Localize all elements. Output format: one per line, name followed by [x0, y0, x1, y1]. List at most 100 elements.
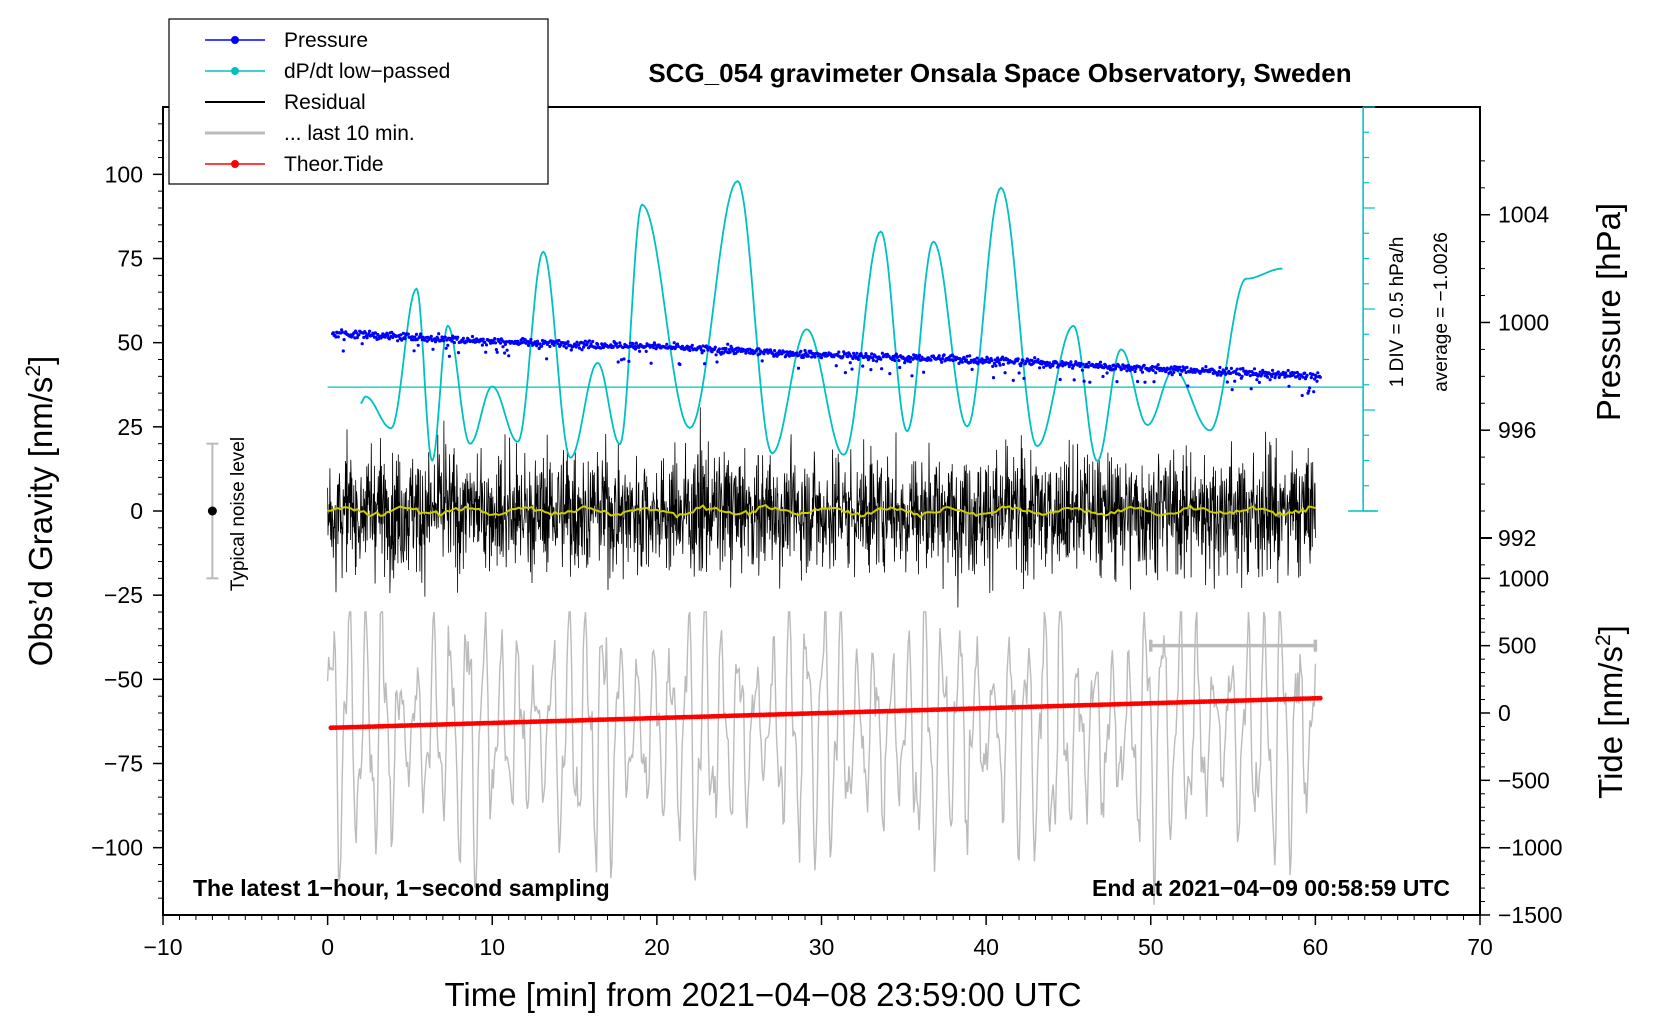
- pressure-point: [897, 358, 901, 363]
- pressure-point: [735, 349, 740, 354]
- pressure-point: [1314, 375, 1318, 379]
- pressure-point: [484, 350, 488, 354]
- legend-marker-dpdt: [231, 67, 239, 75]
- y-axis-label-pressure: Pressure [hPa]: [1590, 203, 1627, 421]
- pressure-point: [1058, 377, 1062, 382]
- pressure-point: [1248, 374, 1252, 378]
- pressure-point: [545, 357, 549, 361]
- pressure-point: [940, 360, 944, 364]
- pressure-point: [386, 333, 390, 337]
- pressure-point: [643, 345, 648, 349]
- pressure-point: [1225, 380, 1229, 384]
- pressure-point: [446, 343, 450, 347]
- pressure-point: [1080, 368, 1084, 372]
- pressure-point: [614, 342, 619, 346]
- pressure-point: [1181, 365, 1185, 369]
- pressure-point: [848, 361, 852, 365]
- pressure-point: [431, 347, 435, 351]
- pressure-point: [903, 361, 907, 365]
- noise-bar-dot: [207, 506, 217, 516]
- pressure-point: [853, 354, 857, 358]
- pressure-point: [868, 355, 872, 359]
- pressure-point: [363, 331, 368, 335]
- pressure-point: [1309, 376, 1313, 380]
- pressure-point: [1019, 364, 1023, 368]
- pressure-point: [813, 355, 817, 359]
- pressure-point: [806, 354, 810, 358]
- pressure-point: [1235, 367, 1239, 371]
- pressure-point: [452, 341, 456, 345]
- pressure-point: [342, 338, 346, 342]
- pressure-point: [526, 343, 531, 347]
- pressure-point: [771, 352, 775, 356]
- pressure-point: [502, 340, 506, 344]
- pressure-point: [849, 354, 853, 358]
- pressure-point: [1184, 370, 1188, 375]
- pressure-point: [1287, 384, 1291, 388]
- pressure-point: [888, 372, 892, 376]
- pressure-point: [795, 351, 799, 355]
- pressure-tick-label: 1004: [1498, 202, 1549, 228]
- pressure-point: [958, 357, 962, 361]
- pressure-point: [672, 341, 676, 345]
- pressure-point: [1101, 374, 1105, 379]
- legend-item-dpdt: dP/dt low−passed: [205, 60, 450, 83]
- pressure-point: [1224, 366, 1229, 370]
- pressure-point: [1257, 373, 1261, 377]
- pressure-point: [975, 356, 979, 360]
- pressure-point: [1036, 358, 1040, 362]
- pressure-point: [994, 364, 998, 368]
- legend: Pressure dP/dt low−passed Residual ... l…: [168, 18, 549, 185]
- pressure-point: [987, 360, 992, 364]
- pressure-point: [850, 367, 854, 371]
- pressure-point: [521, 340, 526, 344]
- pressure-point: [1001, 355, 1005, 359]
- last10-trace: [326, 610, 1317, 905]
- chart-title: SCG_054 gravimeter Onsala Space Observat…: [648, 58, 1351, 88]
- pressure-point: [984, 359, 988, 364]
- pressure-point: [1140, 370, 1145, 374]
- tide-tick-label: 1000: [1498, 565, 1549, 591]
- pressure-point: [799, 349, 803, 353]
- pressure-point: [760, 359, 764, 363]
- legend-label-residual: Residual: [284, 91, 366, 114]
- pressure-point: [1017, 371, 1021, 375]
- pressure-point: [1108, 364, 1112, 368]
- pressure-point: [331, 331, 335, 335]
- tide-tick-label: −1500: [1498, 902, 1563, 928]
- pressure-point: [1240, 374, 1244, 378]
- pressure-point: [373, 331, 377, 335]
- y-axis-label-left: Obs’d Gravity [nm/s2]: [22, 356, 59, 667]
- pressure-point: [1069, 360, 1073, 364]
- pressure-point: [596, 342, 600, 346]
- pressure-point: [797, 353, 801, 357]
- pressure-point: [557, 338, 561, 343]
- pressure-point: [810, 355, 814, 359]
- x-tick-label: −10: [143, 934, 182, 960]
- pressure-point: [387, 337, 391, 341]
- y-left-tick-label: 75: [117, 246, 143, 272]
- pressure-point: [844, 352, 848, 356]
- pressure-point: [396, 339, 400, 343]
- pressure-point: [1173, 367, 1177, 372]
- pressure-point: [498, 341, 503, 345]
- sampling-note: The latest 1−hour, 1−second sampling: [193, 875, 610, 901]
- tide-point: [1317, 695, 1323, 701]
- x-tick-label: 70: [1467, 934, 1493, 960]
- pressure-point: [960, 360, 964, 364]
- pressure-point: [634, 341, 638, 345]
- pressure-point: [503, 342, 507, 346]
- pressure-point: [353, 336, 357, 340]
- pressure-point: [1051, 364, 1055, 368]
- data-layer: [206, 106, 1379, 905]
- pressure-point: [880, 367, 884, 371]
- pressure-point: [503, 351, 507, 355]
- pressure-point: [726, 342, 730, 346]
- pressure-point: [714, 353, 718, 357]
- pressure-point: [1247, 369, 1252, 374]
- y-left-tick-label: 100: [105, 161, 143, 187]
- pressure-point: [717, 347, 722, 351]
- pressure-point: [846, 355, 850, 359]
- pressure-point: [444, 346, 448, 350]
- pressure-point: [1312, 390, 1316, 394]
